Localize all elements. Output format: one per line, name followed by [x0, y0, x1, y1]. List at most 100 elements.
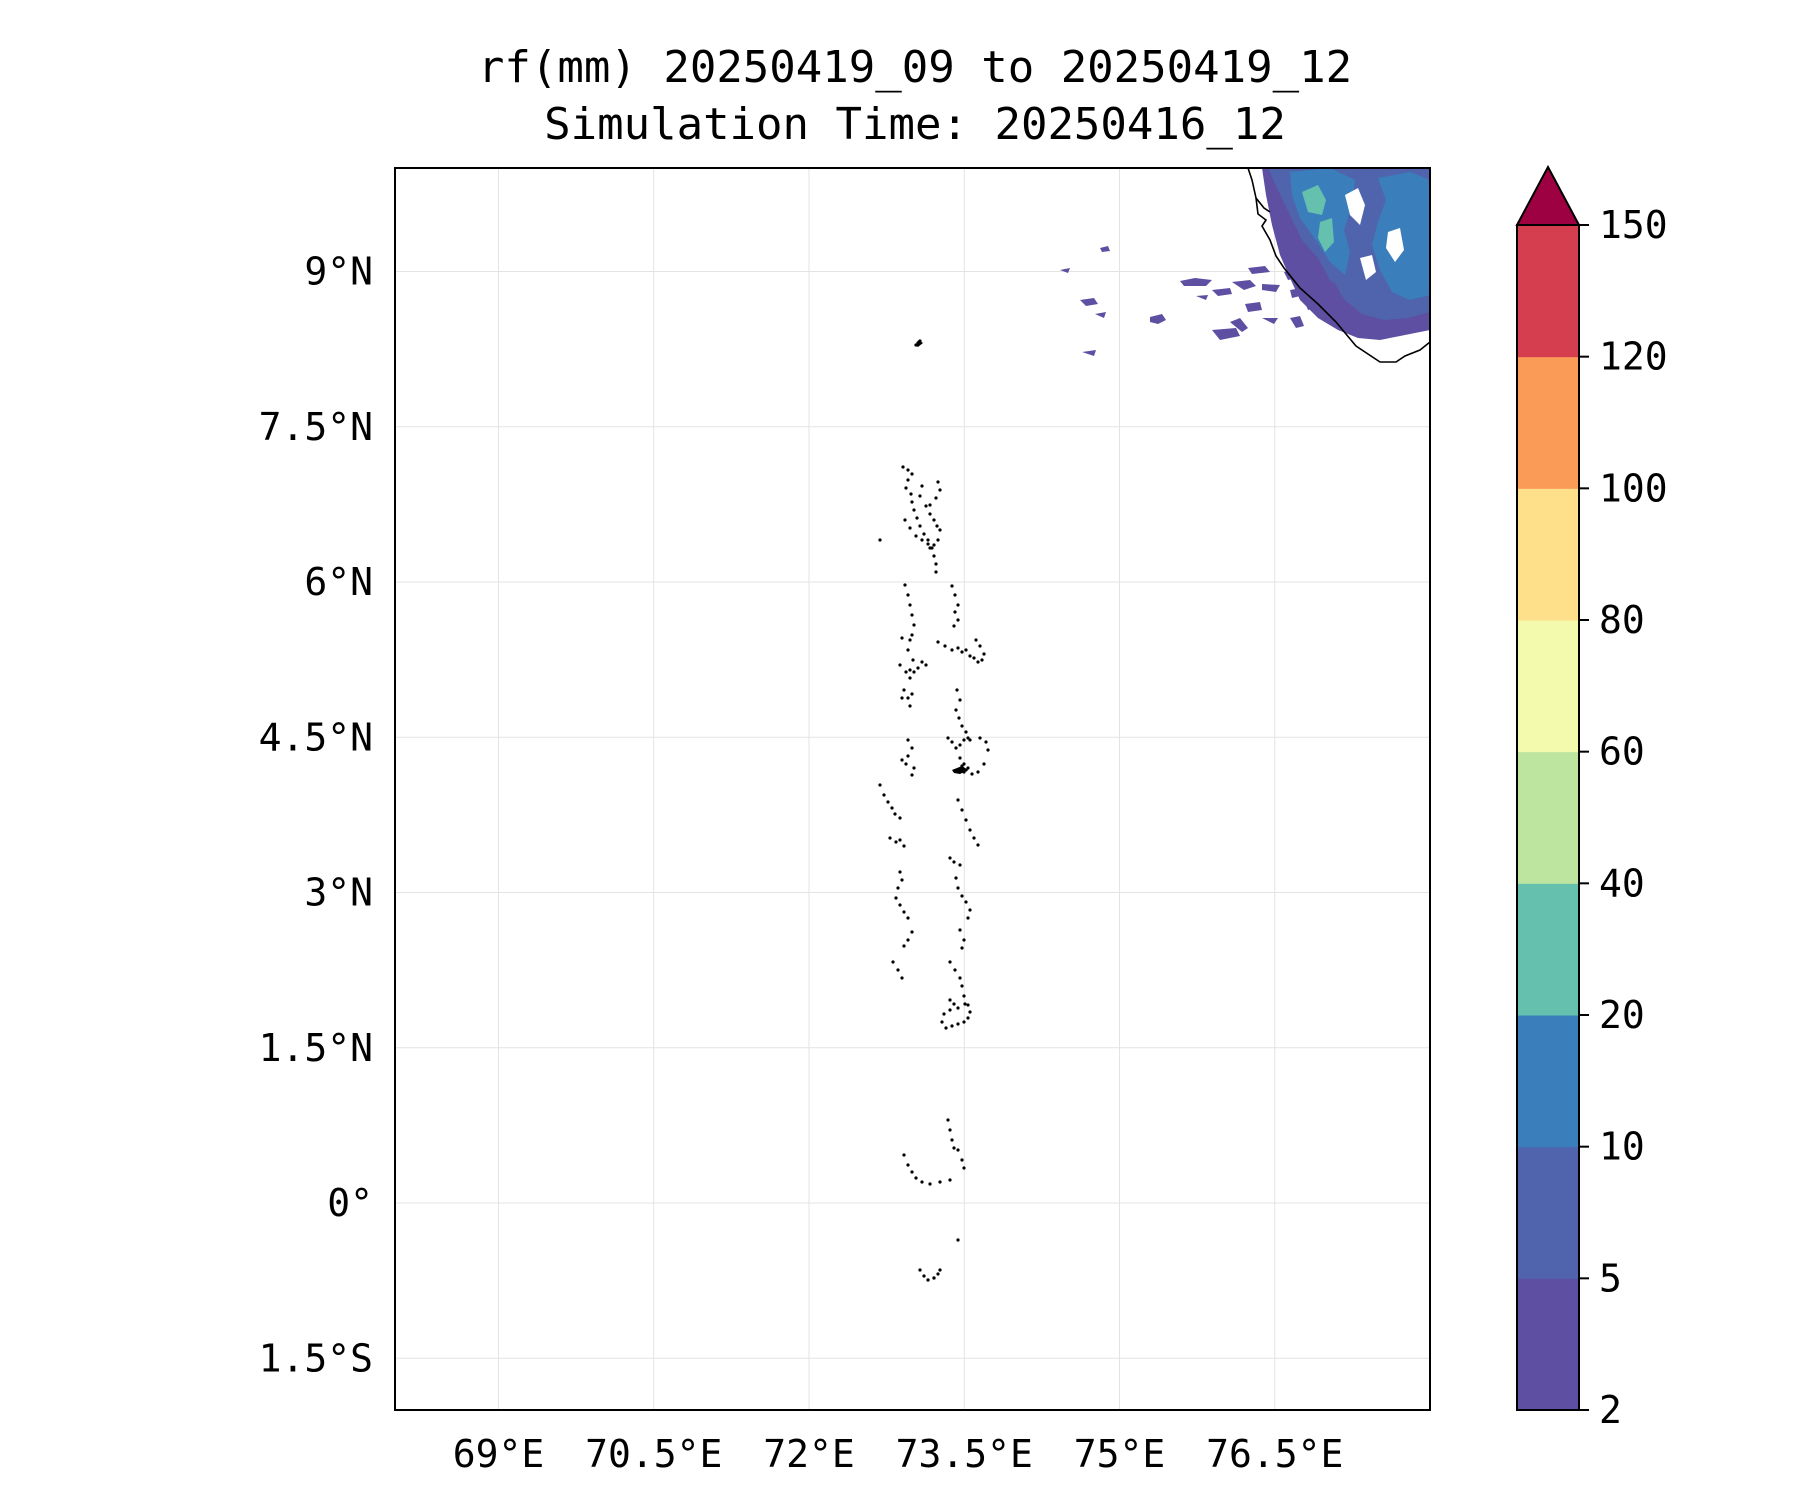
colorbar: 2 5 10 20 40 60 80 100 120 150: [1515, 164, 1668, 1432]
colorbar-tick-label: 120: [1599, 335, 1668, 379]
island-dot: [976, 843, 980, 847]
y-tick-label: 6°N: [304, 560, 373, 604]
island-dot: [902, 1153, 906, 1157]
island-dot: [968, 1010, 972, 1014]
island-dot: [960, 946, 964, 950]
island-dot: [912, 766, 916, 770]
island-dot: [960, 984, 964, 988]
island-dot: [958, 756, 962, 760]
island-dot: [902, 944, 906, 948]
island-dot: [968, 908, 972, 912]
island-dot: [932, 554, 936, 558]
island-dot: [950, 584, 954, 588]
island-dot: [960, 808, 964, 812]
island-dot: [976, 660, 980, 664]
island-dot: [910, 746, 914, 750]
island-dot: [938, 1180, 942, 1184]
island-dot: [912, 623, 916, 627]
colorbar-segment: [1517, 356, 1579, 489]
island-dot: [878, 783, 882, 787]
island-dot: [952, 1146, 956, 1150]
island-dot: [953, 593, 957, 597]
scattered-rain-cells: [1060, 246, 1340, 356]
island-dot: [972, 836, 976, 840]
island-dot: [934, 562, 938, 566]
island-dot: [946, 1118, 950, 1122]
x-tick-label: 70.5°E: [585, 1432, 722, 1476]
colorbar-tick-label: 2: [1599, 1388, 1622, 1432]
island-dot: [944, 1026, 948, 1030]
island-dot: [956, 603, 960, 607]
island-dot: [922, 532, 926, 536]
map-plot-area: [394, 167, 1431, 1411]
island-dot: [966, 1016, 970, 1020]
island-dot: [936, 640, 940, 644]
island-dot: [934, 570, 938, 574]
island-dot: [898, 838, 902, 842]
island-dot: [950, 648, 954, 652]
island-dot: [908, 676, 912, 680]
island-dot: [902, 688, 906, 692]
island-dot: [904, 486, 908, 490]
colorbar-tick-label: 150: [1599, 203, 1668, 247]
colorbar-segment: [1517, 1278, 1579, 1411]
island-dot: [903, 518, 907, 522]
island-dot: [908, 526, 912, 530]
island-dot: [915, 516, 919, 520]
island-dot: [966, 916, 970, 920]
island-dot: [960, 894, 964, 898]
island-dot: [963, 1002, 967, 1006]
island-dot: [962, 762, 966, 766]
island-dot: [878, 538, 882, 542]
gridlines: [395, 168, 1430, 1410]
island-dot: [922, 1274, 926, 1278]
island-dot: [914, 1176, 918, 1180]
island-dot: [900, 636, 904, 640]
island-dot: [964, 730, 968, 734]
island-dot: [906, 468, 910, 472]
island-dot: [911, 658, 915, 662]
island-dot: [964, 900, 968, 904]
island-dot: [936, 1272, 940, 1276]
island-dot: [920, 660, 924, 664]
island-dot: [956, 886, 960, 890]
island-dot: [953, 968, 957, 972]
x-axis-ticks: 69°E 70.5°E 72°E 73.5°E 75°E 76.5°E: [453, 1432, 1344, 1476]
island-dot: [972, 656, 976, 660]
island-dot: [912, 670, 916, 674]
y-tick-label: 7.5°N: [259, 405, 373, 449]
island-dot: [891, 960, 895, 964]
island-dot: [946, 736, 950, 740]
rain-region-20-40mm-b: [1318, 218, 1334, 252]
island-dot: [958, 928, 962, 932]
island-dot: [976, 770, 980, 774]
island-male: [952, 766, 968, 774]
y-tick-label: 4.5°N: [259, 715, 373, 759]
island-dot: [896, 968, 900, 972]
island-dot: [912, 508, 916, 512]
island-dot: [906, 754, 910, 758]
map-subtitle: Simulation Time: 20250416_12: [544, 99, 1286, 150]
island-dot: [948, 1178, 952, 1182]
island-dot: [954, 876, 958, 880]
y-tick-label: 0°: [327, 1181, 373, 1225]
island-dot: [924, 663, 928, 667]
island-dot: [960, 1158, 964, 1162]
rain-free-gaps: [1345, 188, 1404, 280]
island-dot: [968, 654, 972, 658]
island-dot: [906, 738, 910, 742]
island-dot: [900, 878, 904, 882]
colorbar-segment: [1517, 488, 1579, 621]
island-dot: [908, 638, 912, 642]
island-dot: [935, 524, 939, 528]
island-dot: [956, 1148, 960, 1152]
island-dot: [909, 492, 913, 496]
island-dot: [908, 668, 912, 672]
island-dot: [958, 863, 962, 867]
island-dot: [920, 484, 924, 488]
island-dot: [982, 762, 986, 766]
colorbar-tick-label: 40: [1599, 861, 1645, 905]
island-dot: [952, 1002, 956, 1006]
colorbar-segment: [1517, 225, 1579, 358]
island-dot: [900, 758, 904, 762]
